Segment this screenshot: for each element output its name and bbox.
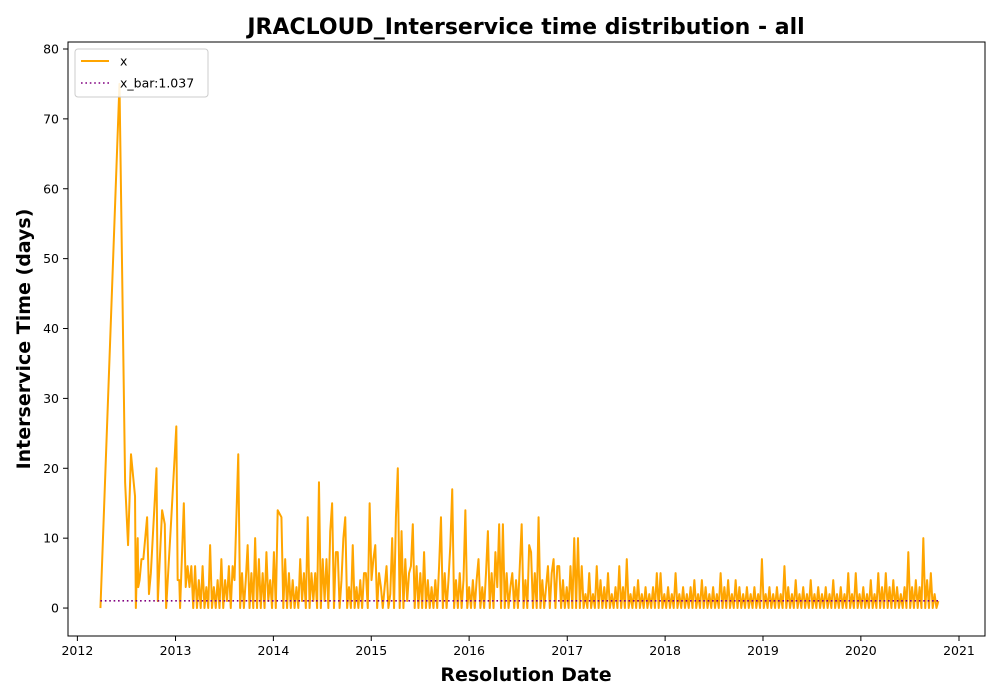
y-tick-label: 40 bbox=[43, 321, 59, 336]
x-tick-label: 2015 bbox=[355, 643, 387, 658]
legend-label: x_bar:1.037 bbox=[120, 76, 194, 91]
x-tick-label: 2021 bbox=[943, 643, 975, 658]
x-tick-label: 2020 bbox=[845, 643, 877, 658]
y-axis-label: Interservice Time (days) bbox=[13, 209, 35, 470]
y-tick-label: 30 bbox=[43, 391, 59, 406]
series-line-x bbox=[99, 82, 940, 610]
x-axis-label: Resolution Date bbox=[440, 664, 611, 686]
plot-frame bbox=[67, 41, 986, 637]
plot-background bbox=[68, 42, 985, 636]
y-tick-label: 60 bbox=[43, 181, 59, 196]
x-tick-label: 2014 bbox=[257, 643, 289, 658]
y-tick-label: 20 bbox=[43, 461, 59, 476]
legend: x x_bar:1.037 bbox=[74, 48, 209, 98]
y-tick-label: 0 bbox=[51, 601, 59, 616]
x-tick-label: 2019 bbox=[747, 643, 779, 658]
x-tick-label: 2012 bbox=[61, 643, 93, 658]
x-tick-label: 2016 bbox=[453, 643, 485, 658]
y-tick-label: 50 bbox=[43, 251, 59, 266]
y-tick-label: 70 bbox=[43, 111, 59, 126]
y-tick-label: 80 bbox=[43, 41, 59, 56]
x-tick-label: 2017 bbox=[551, 643, 583, 658]
x-tick-label: 2018 bbox=[649, 643, 681, 658]
x-tick-label: 2013 bbox=[160, 643, 192, 658]
plot-area: 2012 2013 2014 2015 2016 2017 2018 2019 2020 2021… bbox=[43, 41, 986, 658]
y-tick-label: 10 bbox=[43, 531, 59, 546]
chart-title: JRACLOUD_Interservice time distribution … bbox=[245, 15, 804, 40]
legend-label: x bbox=[120, 54, 127, 69]
